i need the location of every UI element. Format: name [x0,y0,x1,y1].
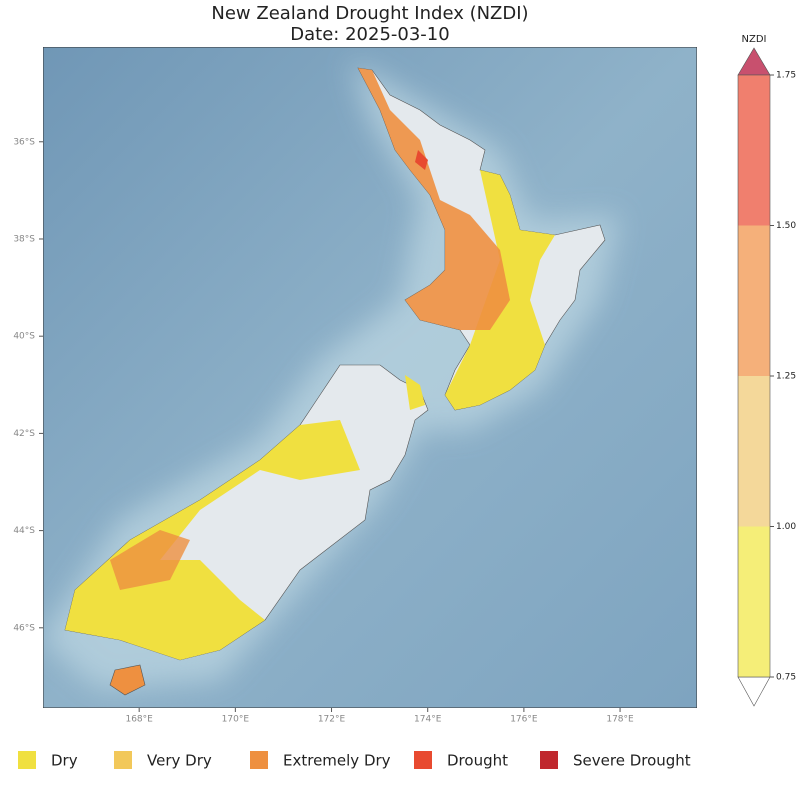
colorbar-tick-label: 0.75 [776,673,796,683]
legend-label: Very Dry [147,752,212,770]
legend-swatch [414,751,432,769]
colorbar-label: NZDI [742,34,767,45]
y-tick-label: 44°S [13,526,35,536]
stewart-island [109,664,146,696]
legend-swatch [540,751,558,769]
colorbar-extend-max [737,47,771,76]
legend-swatch [18,751,36,769]
legend-label: Dry [51,752,78,770]
colorbar-extend-min [737,676,771,707]
colorbar-tick-label: 1.00 [776,522,796,532]
subtitle: Date: 2025-03-10 [290,24,449,45]
colorbar-segment [738,225,770,376]
colorbar-tick-label: 1.75 [776,71,796,81]
colorbar-tick-label: 1.25 [776,372,796,382]
y-tick-label: 46°S [13,623,35,633]
y-tick-label: 38°S [13,234,35,244]
colorbar-segment [738,75,770,226]
y-tick-label: 36°S [13,137,35,147]
colorbar-segment [738,526,770,677]
x-tick-label: 176°E [510,715,538,725]
y-tick-label: 42°S [13,429,35,439]
map [43,47,697,708]
x-tick-label: 174°E [414,715,442,725]
colorbar-segment [738,376,770,527]
legend-swatch [114,751,132,769]
title: New Zealand Drought Index (NZDI) [211,3,528,24]
legend-label: Severe Drought [573,752,691,770]
legend-swatch [250,751,268,769]
y-tick-label: 40°S [13,332,35,342]
x-tick-label: 172°E [318,715,346,725]
legend-label: Drought [447,752,508,770]
legend-label: Extremely Dry [283,752,391,770]
colorbar-tick-label: 1.50 [776,221,796,231]
x-tick-label: 168°E [125,715,153,725]
drought-overlay [65,68,555,660]
x-tick-label: 170°E [222,715,250,725]
x-tick-label: 178°E [606,715,634,725]
